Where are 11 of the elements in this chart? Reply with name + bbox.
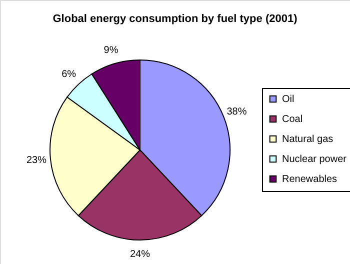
chart-title: Global energy consumption by fuel type (2001): [52, 13, 298, 25]
data-label: 38%: [226, 106, 247, 118]
legend-label: Natural gas: [282, 134, 334, 145]
legend-label: Nuclear power: [282, 154, 348, 165]
legend-label: Coal: [282, 114, 303, 125]
data-label: 9%: [104, 45, 118, 56]
data-label: 6%: [62, 69, 76, 80]
data-label: 23%: [26, 154, 47, 166]
data-label: 24%: [130, 249, 150, 260]
legend-label: Renewables: [282, 174, 338, 185]
legend-label: Oil: [282, 94, 294, 105]
